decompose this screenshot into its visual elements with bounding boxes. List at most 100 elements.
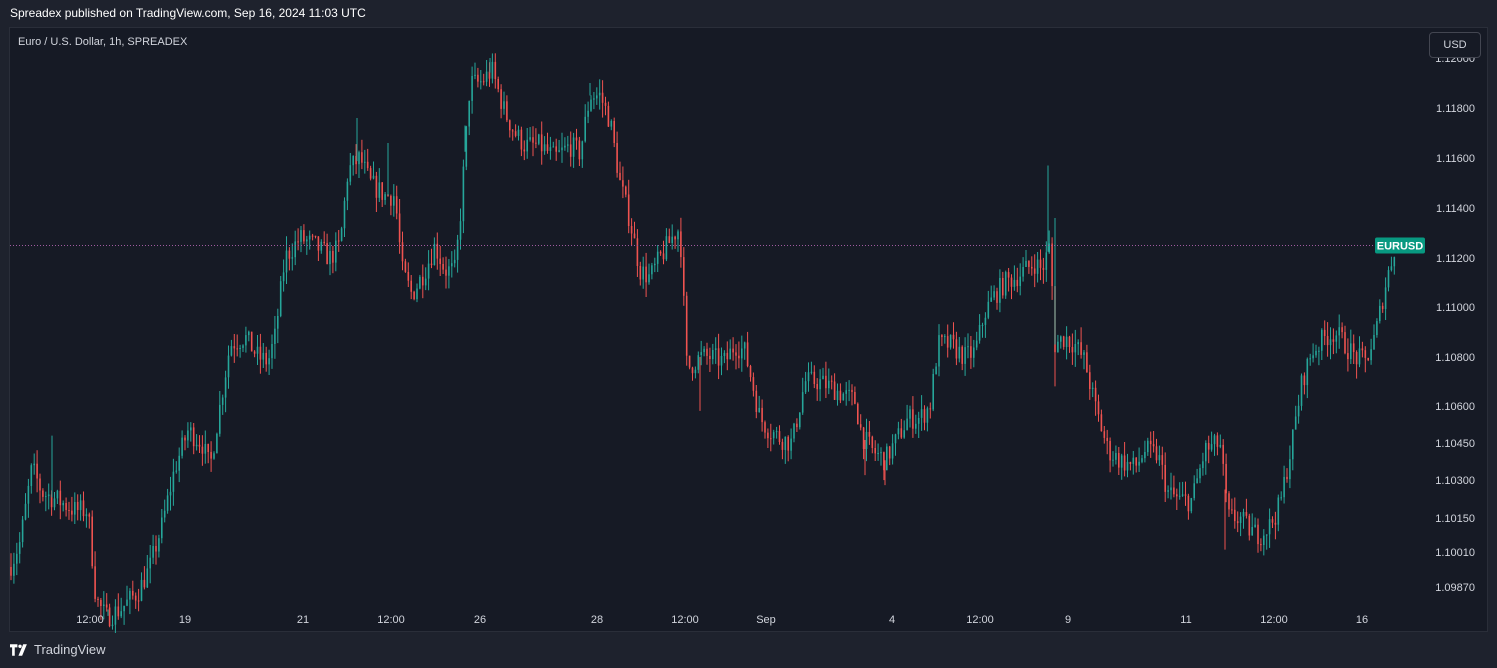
candle: [1094, 380, 1097, 416]
candle: [1341, 322, 1343, 339]
candle: [596, 87, 598, 105]
candle: [865, 418, 868, 462]
candle: [108, 603, 111, 628]
candle: [694, 366, 697, 379]
candle: [764, 420, 766, 439]
candle: [71, 496, 73, 522]
candle: [709, 347, 711, 372]
candle: [245, 326, 247, 353]
time-tick-label: 9: [1065, 614, 1071, 626]
candle: [613, 117, 615, 148]
candle: [250, 331, 253, 352]
time-tick-label: 4: [889, 614, 895, 626]
candle: [1002, 271, 1004, 299]
candle: [445, 256, 447, 289]
candlestick-chart[interactable]: EURUSD 1.120001.118001.116001.114001.112…: [10, 28, 1489, 633]
candle: [1303, 372, 1306, 395]
candle: [961, 345, 963, 371]
candle: [137, 588, 140, 612]
candle: [645, 252, 647, 297]
candle: [24, 493, 27, 521]
candle: [1254, 517, 1256, 528]
candle: [65, 497, 67, 517]
candle: [372, 161, 375, 180]
candle: [401, 231, 404, 271]
footer-brand[interactable]: TradingView: [10, 642, 106, 657]
candle: [18, 532, 21, 564]
candle: [1358, 336, 1361, 368]
candle: [1326, 322, 1329, 357]
candle: [511, 129, 514, 141]
candle: [1042, 257, 1045, 284]
candle: [610, 119, 613, 131]
candle: [616, 131, 618, 178]
candle: [717, 333, 720, 380]
price-tick-label: 1.10450: [1435, 438, 1475, 450]
candle: [987, 290, 990, 320]
candle: [393, 184, 395, 217]
price-tick-label: 1.10010: [1435, 547, 1475, 559]
candle: [471, 66, 473, 114]
candle: [1265, 534, 1268, 550]
candle: [514, 124, 517, 138]
candle: [230, 339, 233, 357]
candle: [74, 492, 76, 524]
candle: [1106, 429, 1108, 455]
candle: [680, 217, 682, 268]
candle: [111, 615, 114, 630]
candle: [1051, 237, 1053, 300]
candle: [567, 135, 569, 153]
candle: [62, 500, 64, 512]
candle: [1219, 434, 1222, 449]
candle: [398, 199, 401, 254]
candle: [1036, 252, 1039, 283]
candle: [364, 149, 366, 174]
candle: [1187, 493, 1190, 520]
candle: [619, 161, 621, 181]
candle: [755, 385, 758, 419]
candle: [311, 233, 314, 241]
candle: [746, 331, 749, 368]
candle: [210, 441, 212, 472]
candle: [53, 492, 56, 511]
candle: [192, 423, 195, 455]
price-tick-label: 1.11600: [1436, 153, 1475, 165]
candle: [804, 371, 807, 394]
candle: [453, 249, 456, 268]
price-tick-label: 1.11000: [1436, 302, 1475, 314]
time-axis: 12:00 19 21 12:00 26 28 12:00 Sep 4 12:00 9 11 12:00…: [76, 614, 1368, 626]
candle: [868, 421, 871, 445]
chart-area[interactable]: EURUSD 1.12000 1.11800 1.11600 1.11400 1.112…: [9, 27, 1489, 633]
candle: [633, 221, 636, 239]
candle: [1263, 529, 1265, 556]
time-tick-label: Sep: [756, 614, 776, 626]
candle: [262, 343, 265, 368]
candle: [1251, 513, 1253, 536]
candle: [575, 128, 578, 150]
price-tick-label: 1.10800: [1435, 352, 1475, 364]
candle: [1323, 320, 1326, 346]
candle: [816, 378, 818, 401]
candle: [845, 381, 847, 406]
candle: [642, 256, 644, 289]
time-tick-label: 12:00: [1260, 614, 1288, 626]
candle: [787, 435, 789, 462]
price-tick-label: 1.11400: [1436, 203, 1475, 215]
candle: [337, 230, 340, 252]
candle: [253, 350, 256, 358]
candle: [477, 67, 479, 88]
candle: [352, 155, 354, 176]
candle: [1361, 341, 1364, 358]
candle: [1225, 453, 1227, 503]
candle: [149, 545, 151, 584]
candle: [1277, 494, 1280, 532]
candle: [857, 402, 859, 425]
candle: [21, 516, 24, 548]
candle: [874, 440, 876, 461]
candle: [314, 235, 317, 239]
candle: [265, 346, 267, 372]
candle: [308, 230, 311, 250]
currency-button[interactable]: USD: [1429, 32, 1481, 58]
candle: [143, 566, 146, 590]
candle: [1112, 451, 1114, 467]
